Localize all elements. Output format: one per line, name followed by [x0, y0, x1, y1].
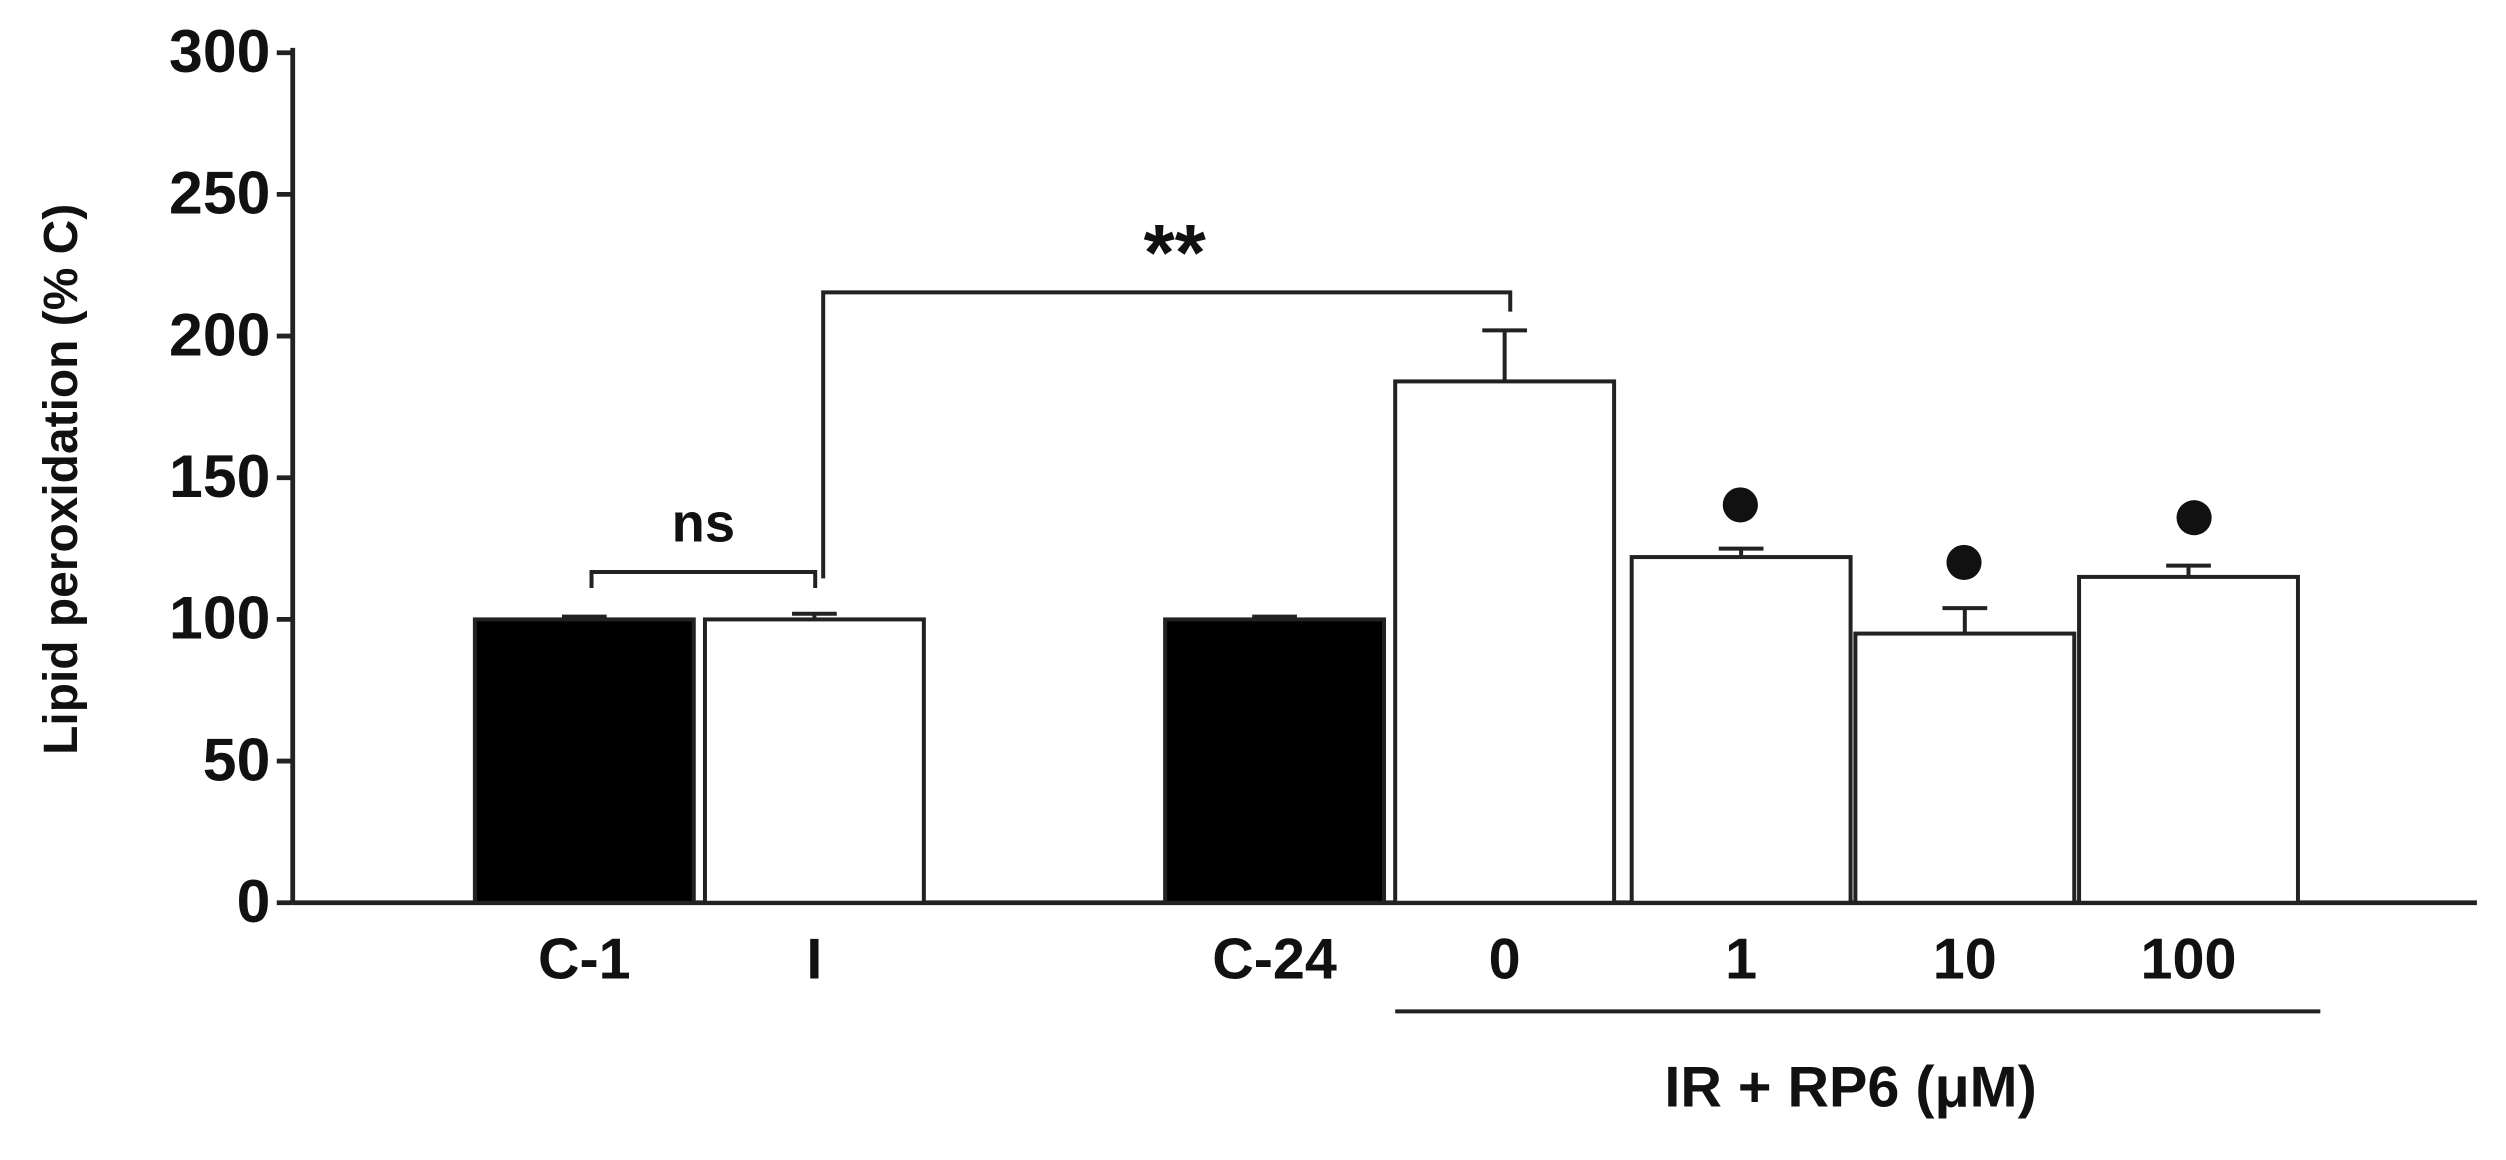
y-tick-label: 300 [169, 17, 270, 85]
bar [1163, 617, 1387, 905]
bar [702, 617, 926, 905]
y-tick-label: 250 [169, 159, 270, 227]
x-tick-label: C-1 [538, 928, 631, 992]
x-tick-label: 10 [1933, 928, 1997, 992]
bracket [821, 290, 1513, 579]
significance-marker [2176, 500, 2212, 536]
x-tick-label: C-24 [1212, 928, 1337, 992]
x-tick-label: 1 [1725, 928, 1757, 992]
bar [1853, 631, 2077, 905]
significance-marker [1946, 544, 1982, 580]
x-tick-label: 0 [1489, 928, 1521, 992]
significance-marker [1722, 487, 1758, 523]
y-tick-label: 0 [237, 867, 271, 935]
bar [1393, 379, 1617, 905]
annotation: ns [672, 493, 735, 554]
y-tick-label: 200 [169, 300, 270, 368]
x-tick-label: I [806, 928, 822, 992]
bracket [589, 570, 818, 588]
y-tick-label: 150 [169, 442, 270, 510]
y-tick-label: 100 [169, 584, 270, 652]
bar [2077, 574, 2300, 905]
bar [472, 617, 696, 905]
bar [1629, 555, 1853, 905]
y-tick-label: 50 [203, 725, 271, 793]
annotation: ** [1144, 208, 1206, 297]
group-label: IR + RP6 (μM) [1664, 1055, 2036, 1119]
x-tick-label: 100 [2141, 928, 2237, 992]
y-axis-label: Lipid peroxidation (% C) [35, 204, 88, 755]
